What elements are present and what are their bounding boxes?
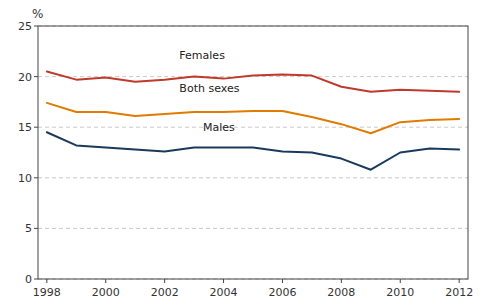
grid-line bbox=[38, 177, 468, 178]
x-tick-label: 2012 bbox=[445, 286, 473, 299]
y-tick bbox=[34, 279, 38, 280]
x-tick-label: 2002 bbox=[151, 286, 179, 299]
y-tick-label: 5 bbox=[25, 222, 32, 235]
y-tick bbox=[34, 127, 38, 128]
x-tick-label: 1998 bbox=[33, 286, 61, 299]
x-tick-label: 2000 bbox=[92, 286, 120, 299]
y-tick-label: 20 bbox=[18, 71, 32, 84]
x-tick bbox=[164, 279, 165, 283]
plot-frame bbox=[38, 26, 468, 279]
y-tick-label: 25 bbox=[18, 20, 32, 33]
y-tick bbox=[34, 228, 38, 229]
x-tick bbox=[282, 279, 283, 283]
x-tick bbox=[459, 279, 460, 283]
axes: 0 5 10 15 20 25 1998 2000 2002 2004 2006 2008 2010 20… bbox=[18, 20, 473, 299]
y-tick-label: 10 bbox=[18, 172, 32, 185]
x-tick bbox=[105, 279, 106, 283]
grid bbox=[38, 26, 468, 279]
x-tick bbox=[46, 279, 47, 283]
chart: 0 5 10 15 20 25 1998 2000 2002 2004 2006 2008 2010 20… bbox=[0, 0, 482, 307]
annotation: Males bbox=[203, 121, 235, 134]
x-tick bbox=[341, 279, 342, 283]
y-tick bbox=[34, 76, 38, 77]
annotation: Both sexes bbox=[179, 82, 239, 95]
y-tick bbox=[34, 177, 38, 178]
x-tick bbox=[400, 279, 401, 283]
x-tick-label: 2008 bbox=[327, 286, 355, 299]
series-line bbox=[47, 132, 459, 169]
y-tick-label: 0 bbox=[25, 273, 32, 286]
x-tick-label: 2004 bbox=[210, 286, 238, 299]
series-group bbox=[47, 72, 459, 170]
series-line bbox=[47, 72, 459, 92]
y-tick-label: 15 bbox=[18, 121, 32, 134]
x-tick bbox=[223, 279, 224, 283]
y-axis-label: % bbox=[32, 7, 43, 21]
grid-line bbox=[38, 127, 468, 128]
grid-line bbox=[38, 228, 468, 229]
annotation: Females bbox=[179, 49, 225, 62]
y-tick bbox=[34, 26, 38, 27]
x-tick-label: 2006 bbox=[268, 286, 296, 299]
series-line bbox=[47, 103, 459, 133]
x-tick-label: 2010 bbox=[386, 286, 414, 299]
